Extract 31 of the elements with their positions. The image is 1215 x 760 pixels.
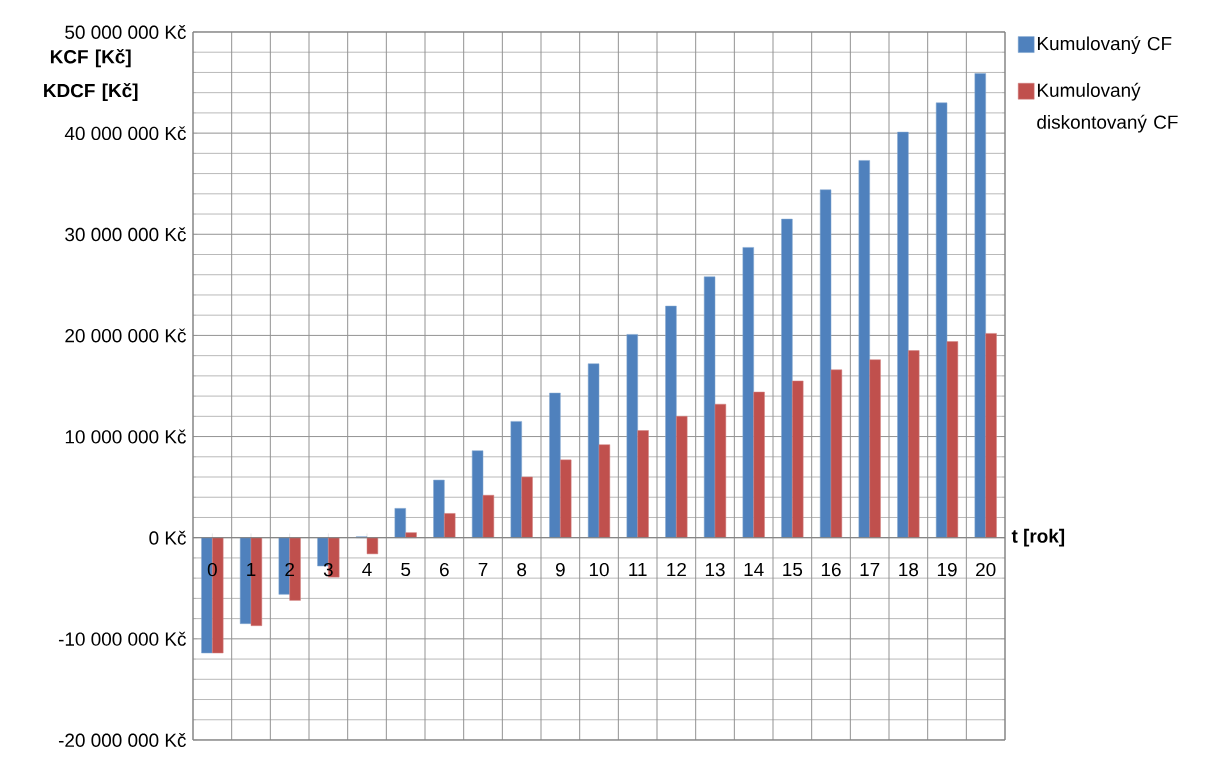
x-tick-label: 19 [937,562,957,577]
x-tick-label: 17 [860,562,880,576]
x-tick-label: 0 [207,562,217,577]
y-tick-label: 10 000 000 Kč [65,429,186,444]
x-tick-label: 6 [440,562,449,577]
y-axis-title: KCF [Kč] KDCF [Kč] [44,49,138,102]
x-tick-label: 7 [478,562,488,576]
x-tick-label: 20 [976,562,996,577]
y-tick-label: -10 000 000 Kč [58,631,186,646]
x-tick-label: 10 [589,562,609,577]
x-tick-label: 13 [705,562,725,577]
x-tick-label: 11 [629,562,647,576]
y-tick-label: 20 000 000 Kč [65,328,186,343]
x-tick-label: 15 [783,562,803,577]
x-tick-label: 16 [821,562,841,577]
y-tick-label: 40 000 000 Kč [64,126,186,141]
y-tick-label: 0 Kč [149,530,186,545]
x-tick-label: 12 [667,562,686,577]
legend-label: Kumulovaný CF [1037,36,1172,55]
y-tick-label: 50 000 000 Kč [65,25,186,39]
x-tick-label: 9 [555,562,565,577]
x-tick-label: 14 [744,562,764,576]
x-axis-title: t [rok] [1011,528,1065,547]
x-tick-label: 3 [323,562,333,577]
x-tick-label: 8 [517,562,527,577]
x-tick-label: 5 [401,562,411,577]
y-tick-label: 30 000 000 Kč [65,227,186,242]
y-tick-label: -20 000 000 Kč [58,733,186,747]
legend-label: Kumulovaný diskontovaný CF [1037,82,1178,133]
x-tick-label: 4 [362,562,372,576]
x-tick-label: 18 [899,562,919,577]
